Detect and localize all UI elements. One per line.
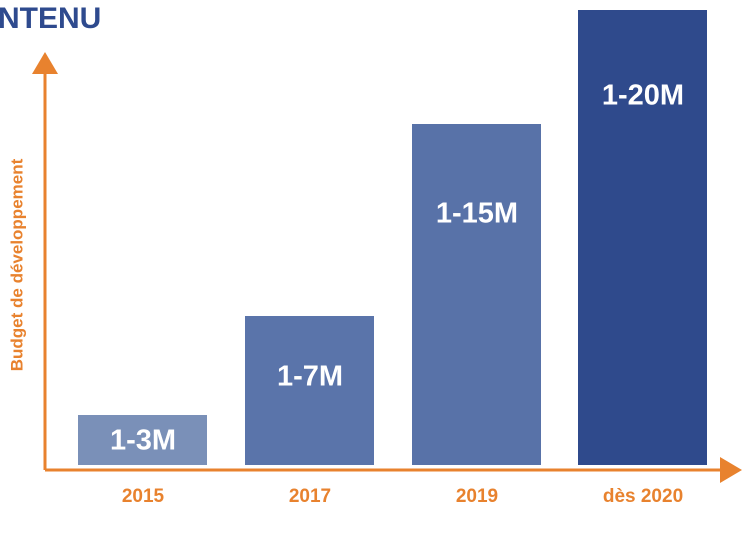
x-axis-arrow (720, 457, 742, 483)
y-axis-arrow (32, 52, 58, 74)
bar-label: 1-3M (110, 425, 176, 457)
bar (78, 415, 207, 465)
category-label: 2019 (456, 486, 498, 507)
bar-label: 1-15M (436, 198, 518, 230)
title: NTENU (0, 2, 101, 35)
bar-label: 1-7M (277, 361, 343, 393)
bar-label: 1-20M (602, 80, 684, 112)
category-label: 2015 (122, 486, 165, 507)
bar (245, 316, 374, 465)
category-label: 2017 (289, 486, 331, 507)
bar (578, 10, 707, 465)
bar (412, 124, 541, 465)
category-label: dès 2020 (603, 486, 683, 507)
y-axis-label: Budget de développement (7, 158, 26, 371)
